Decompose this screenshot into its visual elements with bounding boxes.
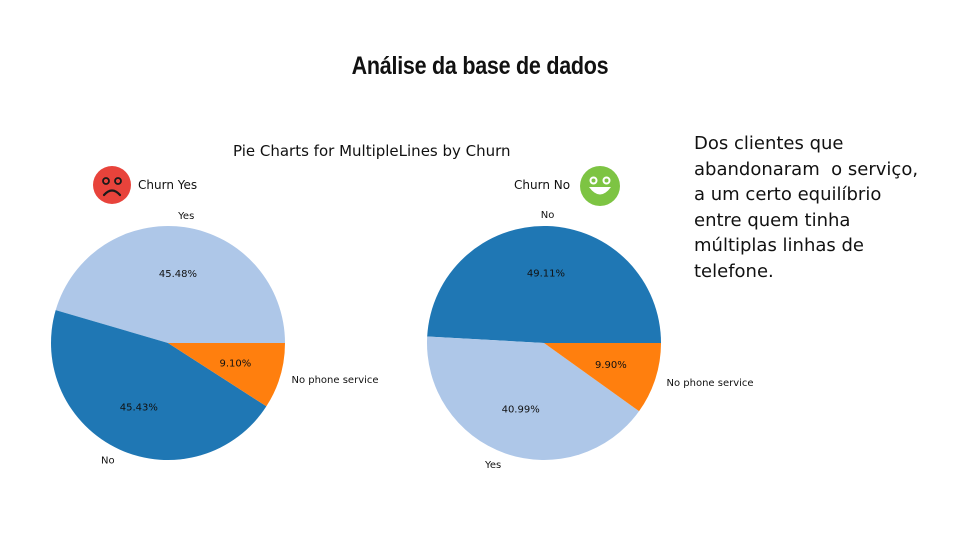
side-text-line: abandonaram o serviço, xyxy=(694,158,919,180)
side-text-line: Dos clientes que xyxy=(694,133,844,154)
side-text-line: telefone. xyxy=(694,260,774,282)
slice-percent-label: 49.11% xyxy=(527,268,565,279)
pie-slice-no xyxy=(427,225,661,343)
side-text-line: a um certo equilíbrio xyxy=(694,184,882,205)
slice-category-label: Yes xyxy=(177,211,194,222)
slice-percent-label: 9.10% xyxy=(219,358,251,369)
slide-title: Análise da base de dados xyxy=(351,52,609,80)
slice-category-label: No xyxy=(541,210,555,221)
pie-slice-yes xyxy=(55,225,285,343)
slice-category-label: No phone service xyxy=(291,375,378,386)
slice-percent-label: 9.90% xyxy=(595,360,627,371)
pie-slice-no-phone-service xyxy=(168,343,285,407)
slice-percent-label: 45.43% xyxy=(120,402,158,413)
slice-category-label: Yes xyxy=(484,460,501,471)
side-text-line: múltiplas linhas de xyxy=(694,235,865,256)
slice-percent-label: 40.99% xyxy=(502,405,540,416)
slice-category-label: No xyxy=(101,456,115,467)
churn-no-label: Churn No xyxy=(514,178,571,192)
slice-percent-label: 45.48% xyxy=(159,269,197,280)
churn-yes-label: Churn Yes xyxy=(138,178,198,192)
sad-face-icon xyxy=(93,166,131,204)
slice-category-label: No phone service xyxy=(667,378,754,389)
pie-slice-no-phone-service xyxy=(544,343,661,412)
chart-title: Pie Charts for MultipleLines by Churn xyxy=(233,142,511,160)
happy-face-icon xyxy=(580,166,620,206)
pie-slice-no xyxy=(50,310,267,461)
side-text-line: entre quem tinha xyxy=(694,209,851,231)
side-text: Dos clientes que abandonaram o serviço, … xyxy=(694,131,944,284)
pie-slice-yes xyxy=(427,336,640,460)
